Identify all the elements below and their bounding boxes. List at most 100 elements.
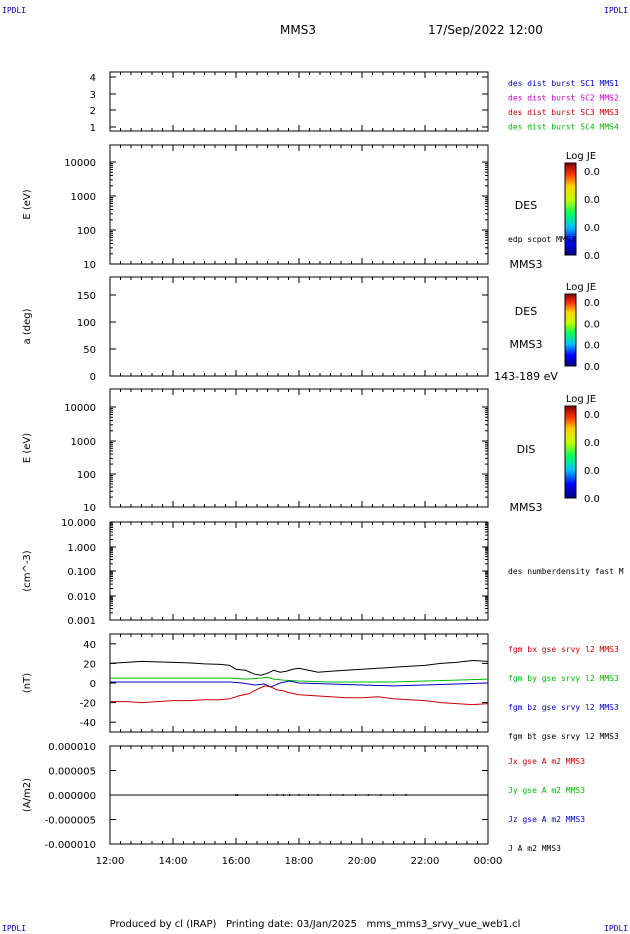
y-tick-label: 1.000 xyxy=(67,543,96,554)
y-tick-label: 0.010 xyxy=(67,592,96,603)
legend-entry: Jz gse A m2 MMS3 xyxy=(508,815,585,824)
series-line xyxy=(110,685,489,706)
y-tick-label: 50 xyxy=(83,345,96,356)
y-tick-label: -0.000005 xyxy=(45,816,96,827)
panel-bottom-label: MMS3 xyxy=(510,258,543,271)
y-tick-label: -40 xyxy=(80,718,96,729)
corner-label-top-left: IPDLI xyxy=(2,6,27,15)
colorbar-tick-label: 0.0 xyxy=(584,298,600,309)
panel-dis-energy xyxy=(109,388,577,508)
y-tick-label: 1000 xyxy=(71,192,96,203)
colorbar xyxy=(564,293,577,367)
legend-entry: fgm bt gse srvy l2 MMS3 xyxy=(508,732,619,741)
panel-des-energy xyxy=(109,144,577,265)
colorbar-tick-label: 0.0 xyxy=(584,195,600,206)
series-line xyxy=(110,680,489,688)
y-axis-label: a (deg) xyxy=(22,308,33,344)
corner-label-bottom-left: IPDLI xyxy=(2,924,27,933)
x-tick-label: 22:00 xyxy=(411,856,440,867)
panel-frame xyxy=(109,521,489,621)
colorbar-tick-label: 0.0 xyxy=(584,251,600,262)
panel-fgm xyxy=(109,633,489,733)
legend-entry: des dist burst SC2 MMS2 xyxy=(508,94,619,103)
legend-entry: des numberdensity fast M xyxy=(508,567,624,576)
instrument-label: DES xyxy=(515,305,537,318)
legend-entry: Jy gse A m2 MMS3 xyxy=(508,786,585,795)
corner-label-top-right: IPDLI xyxy=(604,6,629,15)
legend-entry: des dist burst SC1 MMS1 xyxy=(508,79,619,88)
instrument-label: DES xyxy=(515,199,537,212)
x-tick-label: 00:00 xyxy=(474,856,503,867)
overlay-label: edp scpot MMS3 xyxy=(508,235,576,244)
y-tick-label: 100 xyxy=(77,318,96,329)
y-tick-label: 2 xyxy=(90,106,96,117)
panel-frame xyxy=(109,276,489,377)
y-tick-label: -0.000010 xyxy=(45,840,96,851)
colorbar-title: Log JE xyxy=(566,151,596,162)
y-tick-label: 10 xyxy=(83,503,96,514)
y-tick-label: 0.000010 xyxy=(48,742,96,753)
y-tick-label: 150 xyxy=(77,291,96,302)
y-tick-label: 10 xyxy=(83,260,96,271)
x-tick-label: 16:00 xyxy=(222,856,251,867)
y-tick-label: 100 xyxy=(77,226,96,237)
y-tick-label: 0.000005 xyxy=(48,767,96,778)
y-tick-label: 0 xyxy=(90,372,96,383)
spacecraft-label: MMS3 xyxy=(510,338,543,351)
legend-entry: des dist burst SC4 MMS4 xyxy=(508,123,619,132)
y-tick-label: 40 xyxy=(83,640,96,651)
y-tick-label: 1000 xyxy=(71,437,96,448)
colorbar-title: Log JE xyxy=(566,282,596,293)
y-tick-label: 3 xyxy=(90,90,96,101)
colorbar xyxy=(564,162,577,256)
legend-entry: fgm bx gse srvy l2 MMS3 xyxy=(508,645,619,654)
x-tick-label: 18:00 xyxy=(285,856,314,867)
legend-entry: fgm bz gse srvy l2 MMS3 xyxy=(508,703,619,712)
x-tick-label: 14:00 xyxy=(159,856,188,867)
colorbar-tick-label: 0.0 xyxy=(584,223,600,234)
y-axis-label: E (eV) xyxy=(22,433,33,463)
corner-label-bottom-right: IPDLI xyxy=(604,924,629,933)
y-tick-label: 0.100 xyxy=(67,567,96,578)
colorbar xyxy=(564,405,577,499)
y-tick-label: 10000 xyxy=(64,403,96,414)
y-axis-label: (A/m2) xyxy=(22,778,33,812)
legend-entry: des dist burst SC3 MMS3 xyxy=(508,108,619,117)
colorbar-tick-label: 0.0 xyxy=(584,494,600,505)
y-tick-label: 10000 xyxy=(64,158,96,169)
y-tick-label: 0.000000 xyxy=(48,791,96,802)
panel-bottom-label: MMS3 xyxy=(510,501,543,514)
y-tick-label: 0.001 xyxy=(67,616,96,627)
panel-current xyxy=(109,745,489,845)
x-tick-label: 12:00 xyxy=(96,856,125,867)
instrument-label: DIS xyxy=(517,443,536,456)
series-line xyxy=(109,659,489,676)
x-tick-label: 20:00 xyxy=(348,856,377,867)
legend-entry: J A m2 MMS3 xyxy=(508,844,561,853)
y-tick-label: 0 xyxy=(90,679,96,690)
colorbar-tick-label: 0.0 xyxy=(584,466,600,477)
panel-bottom-label: 143-189 eV xyxy=(494,370,558,383)
colorbar-tick-label: 0.0 xyxy=(584,167,600,178)
colorbar-tick-label: 0.0 xyxy=(584,341,600,352)
y-tick-label: 10.000 xyxy=(61,518,96,529)
legend-entry: Jx gse A m2 MMS3 xyxy=(508,757,585,766)
y-axis-label: E (eV) xyxy=(22,189,33,219)
footer-credit: Produced by cl (IRAP) Printing date: 03/… xyxy=(109,919,521,930)
panel-frame xyxy=(109,144,489,265)
y-axis-label: (cm^-3) xyxy=(22,550,33,591)
y-tick-label: 100 xyxy=(77,470,96,481)
y-tick-label: 20 xyxy=(83,659,96,670)
panel-frame xyxy=(109,388,489,508)
y-tick-label: -20 xyxy=(80,699,96,710)
legend-entry: fgm by gse srvy l2 MMS3 xyxy=(508,674,619,683)
colorbar-tick-label: 0.0 xyxy=(584,319,600,330)
datetime-title: 17/Sep/2022 12:00 xyxy=(428,23,543,37)
colorbar-tick-label: 0.0 xyxy=(584,410,600,421)
colorbar-tick-label: 0.0 xyxy=(584,438,600,449)
colorbar-title: Log JE xyxy=(566,394,596,405)
spacecraft-title: MMS3 xyxy=(280,23,316,37)
panel-density xyxy=(109,521,489,621)
